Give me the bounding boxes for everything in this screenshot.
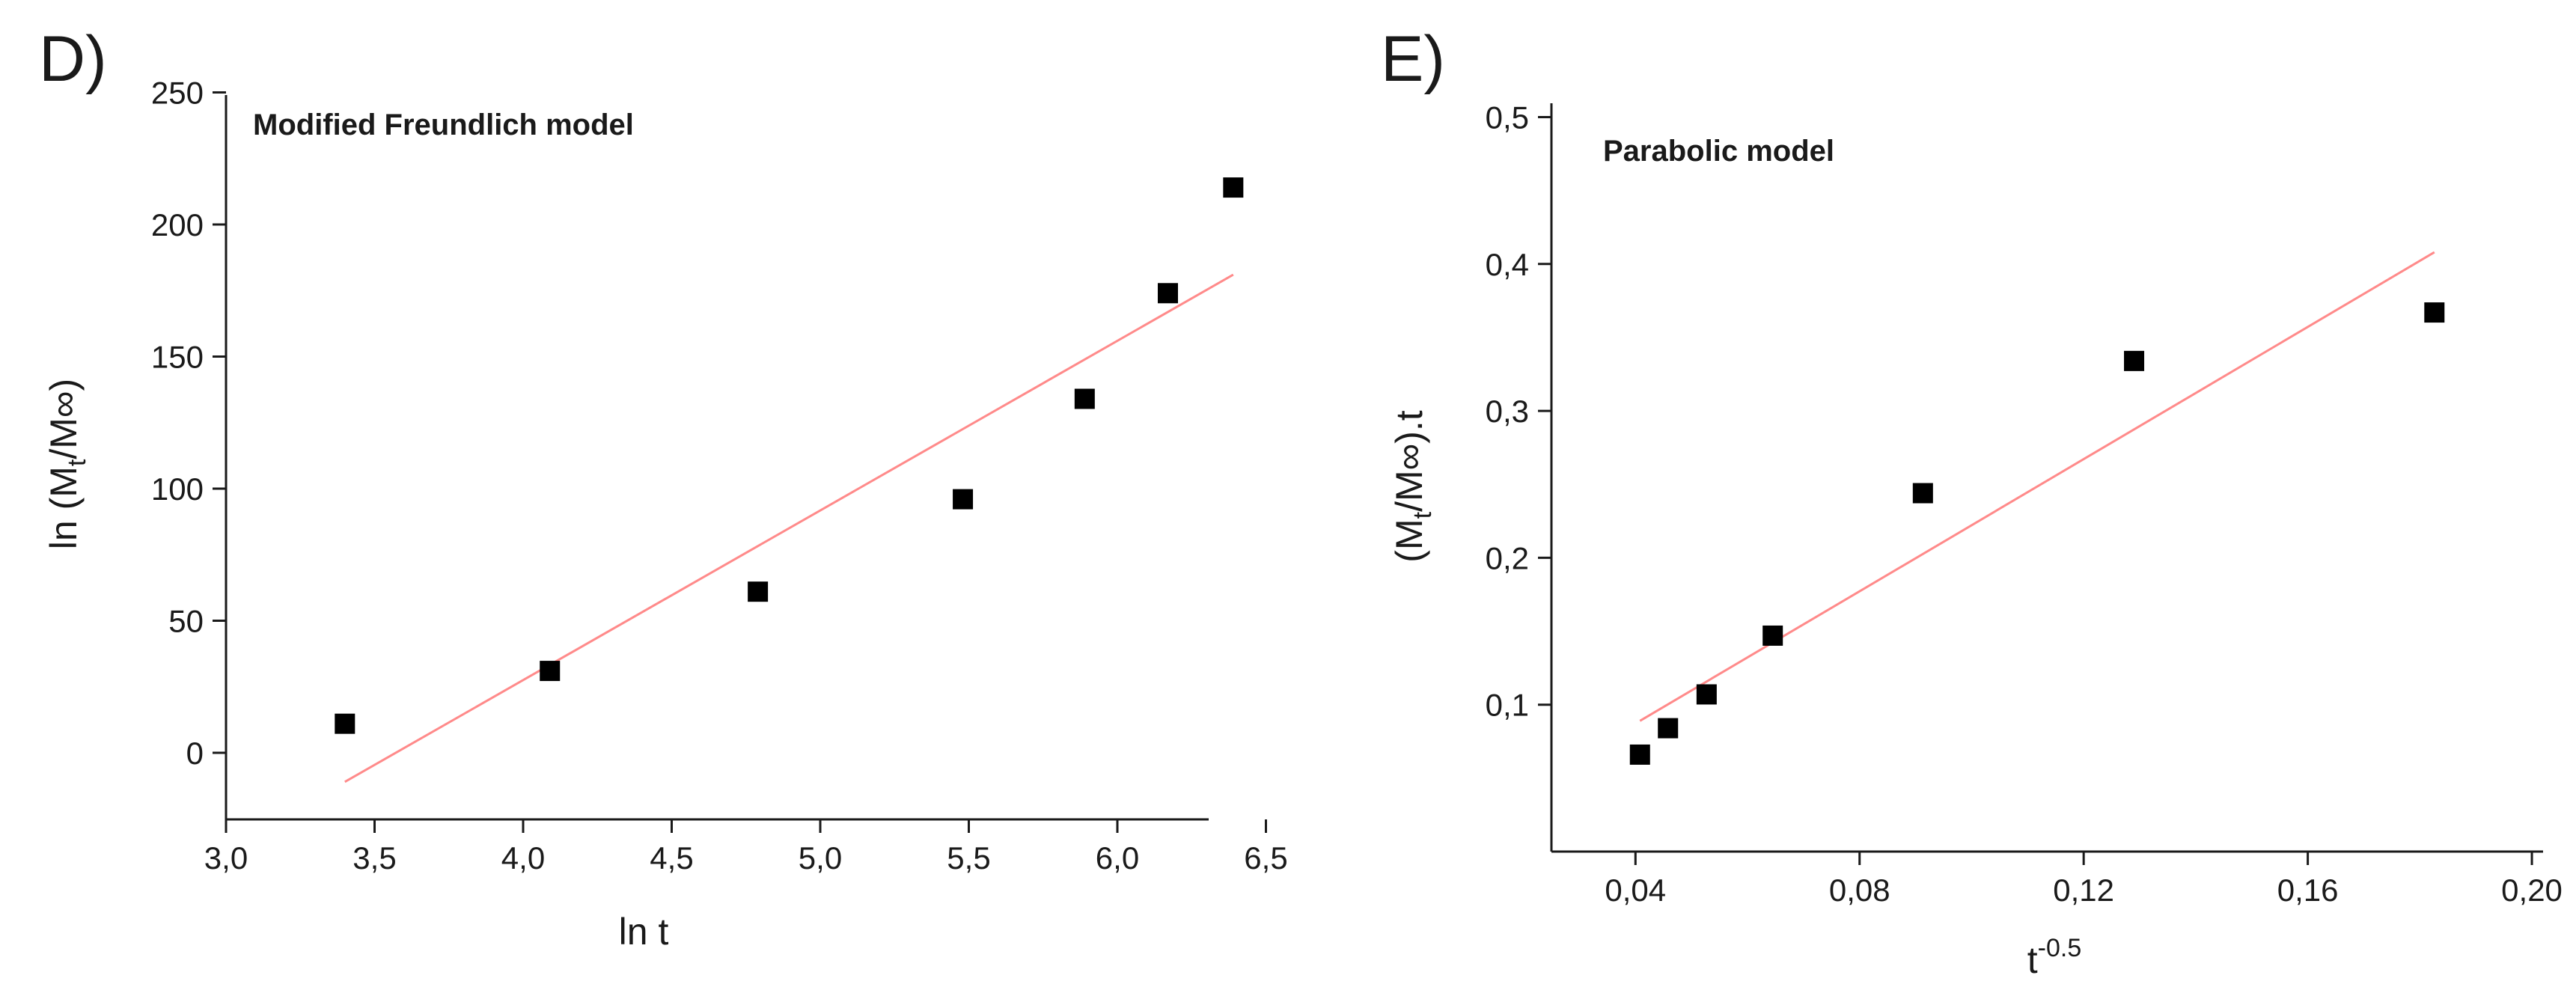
panel-e-y-tick-label: 0,4 bbox=[1486, 247, 1529, 282]
panel-e-data-point bbox=[1658, 718, 1679, 739]
panel-d-x-tick-label: 6,5 bbox=[1244, 840, 1287, 876]
panel-e-x-tick-label: 0,08 bbox=[1829, 873, 1890, 908]
panel-d-x-axis-title: ln t bbox=[619, 911, 669, 953]
panel-d-fit-line bbox=[344, 273, 1234, 783]
panel-e-y-tick-label: 0,2 bbox=[1486, 540, 1529, 575]
panel-e-y-axis-title: (Mt/M∞).t bbox=[1388, 410, 1437, 562]
panel-d-y-axis-title: ln (Mt/M∞) bbox=[43, 379, 91, 549]
panel-e-x-ticks: 0,04 0,08 0,12 0,16 0,20 bbox=[1605, 852, 2563, 908]
panel-d-data-point bbox=[335, 713, 355, 734]
panel-e-y-tick-label: 0,1 bbox=[1486, 688, 1529, 723]
panel-d: D) Modified Freundlich model 3,0 3,5 4,0 4,… bbox=[39, 23, 1288, 953]
panel-e-data-point bbox=[1762, 625, 1783, 646]
panel-d-y-tick-label: 0 bbox=[186, 736, 204, 771]
panel-e-x-tick-label: 0,16 bbox=[2277, 873, 2339, 908]
panel-e-title: Parabolic model bbox=[1603, 135, 1834, 168]
panel-d-y-ticks: 0 50 100 150 200 250 bbox=[151, 76, 226, 771]
panel-d-x-tick-label: 5,0 bbox=[799, 840, 842, 876]
panel-d-y-tick-label: 50 bbox=[168, 604, 204, 639]
panel-d-y-tick-label: 200 bbox=[151, 207, 204, 242]
panel-e-y-tick-label: 0,3 bbox=[1486, 394, 1529, 429]
panel-d-points bbox=[335, 177, 1244, 734]
panel-d-x-ticks: 3,0 3,5 4,0 4,5 5,0 5,5 6,0 6,5 bbox=[204, 819, 1288, 876]
panel-d-data-point bbox=[1157, 283, 1178, 304]
panel-d-x-tick-label: 4,0 bbox=[501, 840, 545, 876]
panel-e-label: E) bbox=[1381, 23, 1445, 95]
panel-e-data-point bbox=[1629, 744, 1650, 765]
panel-d-x-tick-label: 3,5 bbox=[352, 840, 396, 876]
panel-d-x-tick-label: 6,0 bbox=[1096, 840, 1139, 876]
panel-d-y-tick-label: 150 bbox=[151, 340, 204, 375]
panel-d-x-tick-label: 4,5 bbox=[650, 840, 693, 876]
panel-e-y-ticks: 0,1 0,2 0,3 0,4 0,5 bbox=[1486, 100, 1551, 723]
panel-e-data-point bbox=[2124, 350, 2145, 371]
panel-d-y-tick-label: 250 bbox=[151, 76, 204, 111]
panel-e-data-point bbox=[1696, 684, 1717, 705]
panel-e-data-point bbox=[2424, 302, 2445, 323]
panel-e-fit-line bbox=[1639, 251, 2435, 722]
panel-d-title: Modified Freundlich model bbox=[253, 109, 634, 141]
panel-d-data-point bbox=[540, 661, 561, 682]
panel-e-points bbox=[1629, 302, 2445, 765]
panel-e-x-tick-label: 0,20 bbox=[2501, 873, 2563, 908]
panel-d-label: D) bbox=[39, 23, 107, 95]
panel-e-x-tick-label: 0,12 bbox=[2053, 873, 2114, 908]
panel-d-x-tick-label: 5,5 bbox=[947, 840, 990, 876]
panel-d-y-tick-label: 100 bbox=[151, 471, 204, 507]
panel-e-data-point bbox=[1912, 483, 1933, 504]
panel-e: E) Parabolic model 0,04 0,08 0,12 0,16 0,20 … bbox=[1381, 23, 2563, 981]
panel-d-x-tick-label: 3,0 bbox=[204, 840, 248, 876]
panel-e-x-axis-title: t-0.5 bbox=[2027, 934, 2082, 981]
panel-e-y-tick-label: 0,5 bbox=[1486, 100, 1529, 135]
panel-d-data-point bbox=[748, 581, 769, 602]
panel-d-data-point bbox=[1223, 177, 1244, 198]
panel-d-data-point bbox=[953, 489, 974, 510]
panel-d-data-point bbox=[1074, 388, 1095, 409]
panel-e-x-tick-label: 0,04 bbox=[1605, 873, 1666, 908]
